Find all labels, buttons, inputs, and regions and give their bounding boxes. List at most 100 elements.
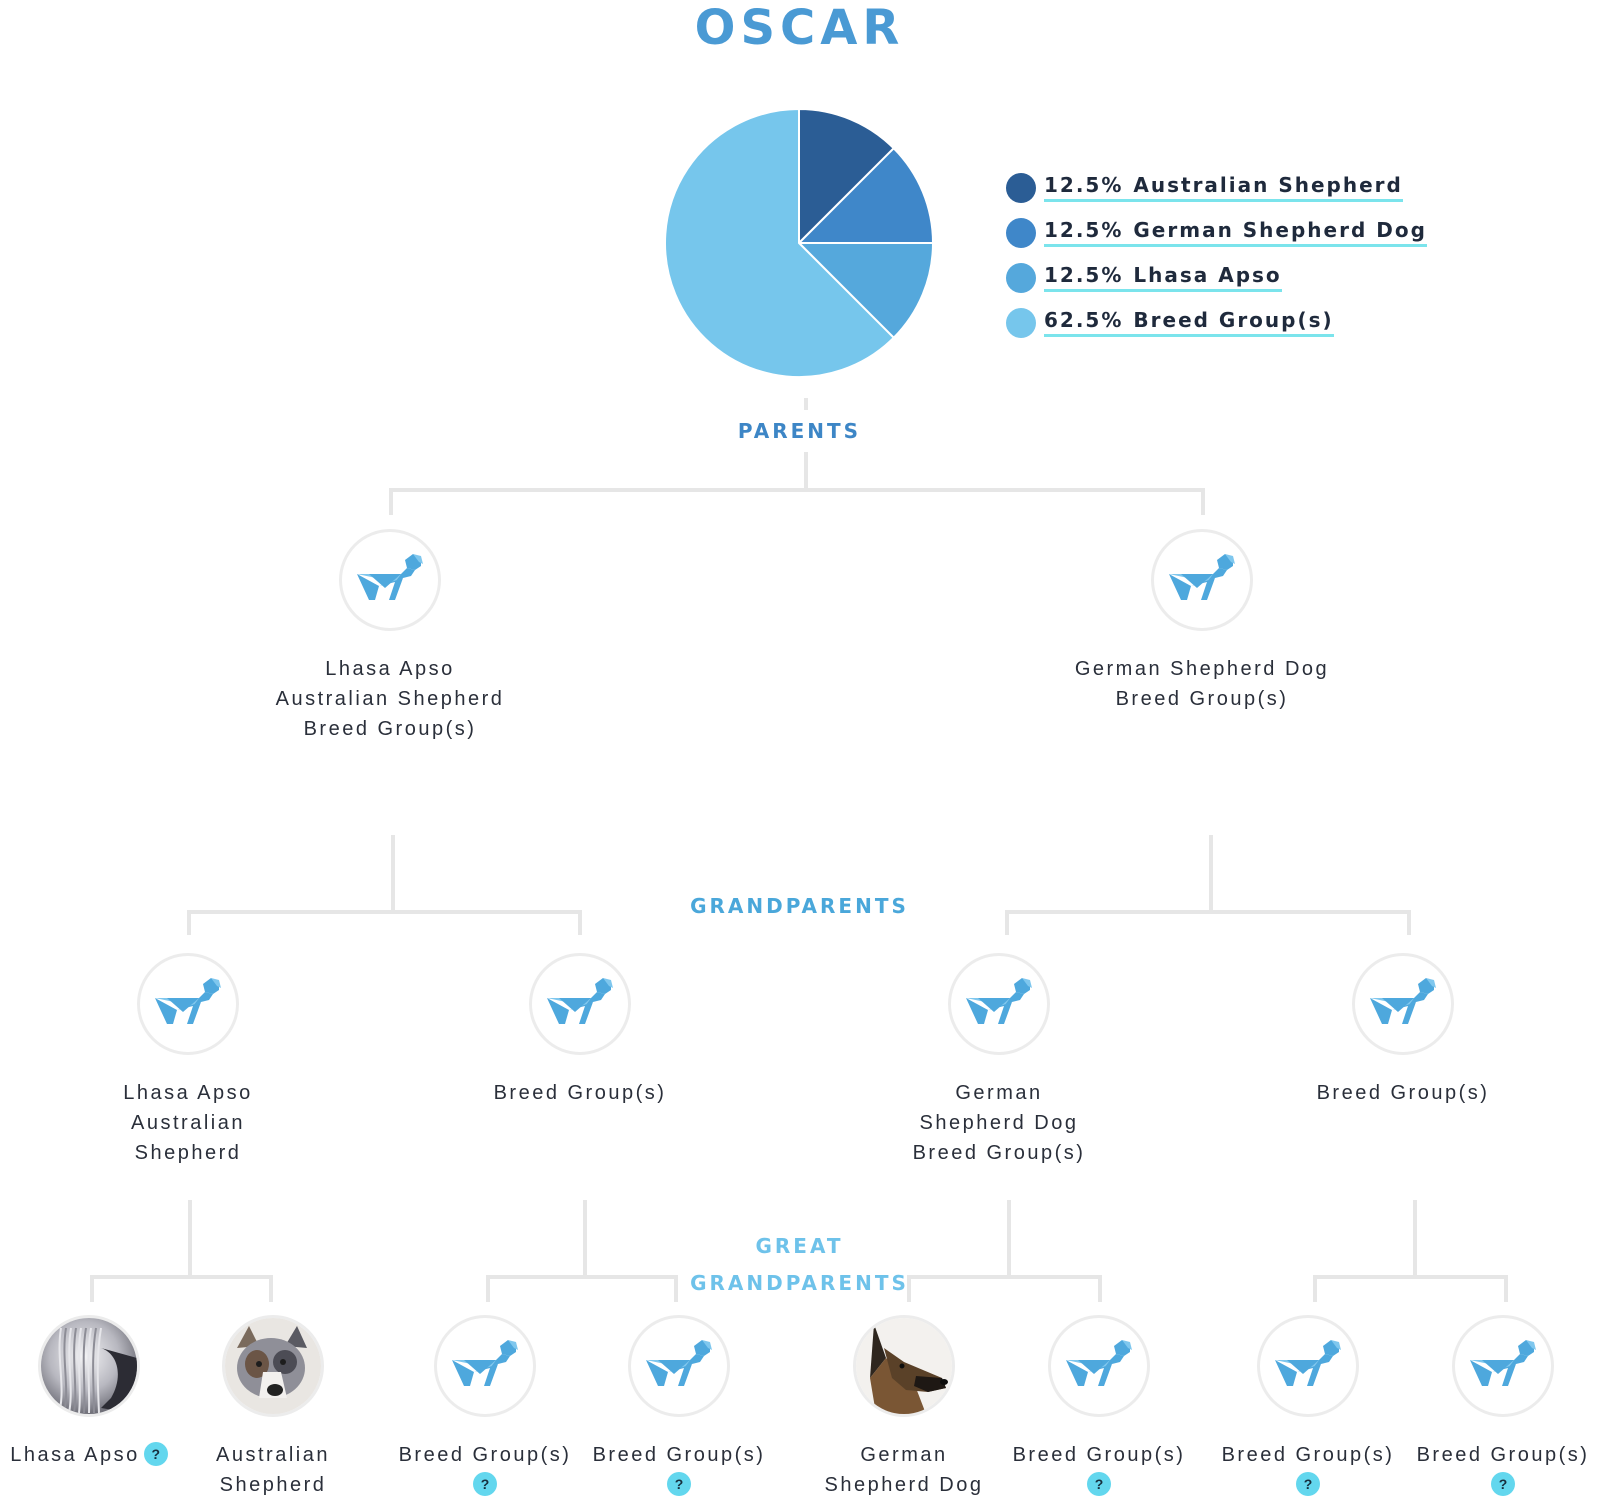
legend-item[interactable]: 12.5% German Shepherd Dog: [1006, 210, 1427, 255]
breed-line: Breed Group(s): [1221, 1444, 1395, 1466]
legend-item[interactable]: 62.5% Breed Group(s): [1006, 300, 1427, 345]
breed-description: Breed Group(s): [1308, 1078, 1498, 1108]
breed-description: Lhasa Apso?: [0, 1440, 184, 1470]
breed-description: Breed Group(s)?: [1004, 1440, 1194, 1496]
breed-line: Breed Group(s): [1316, 1082, 1490, 1104]
connector-line: [1005, 910, 1411, 935]
avatar[interactable]: [137, 953, 239, 1055]
help-icon[interactable]: ?: [1087, 1472, 1111, 1496]
dog-icon: [1169, 554, 1235, 600]
breed-line: Breed Group(s): [398, 1444, 572, 1466]
dog-icon: [155, 978, 221, 1024]
help-icon[interactable]: ?: [143, 1441, 168, 1466]
legend-swatch: [1006, 262, 1036, 293]
lhasa-apso-photo: [41, 1318, 137, 1414]
pie-slice-breed-group-s[interactable]: [664, 108, 896, 378]
avatar[interactable]: [1452, 1315, 1554, 1417]
breed-line: Breed Group(s): [303, 718, 477, 740]
legend-link[interactable]: 12.5% Australian Shepherd: [1044, 173, 1403, 202]
avatar[interactable]: [1151, 529, 1253, 631]
avatar[interactable]: [948, 953, 1050, 1055]
breed-line: Lhasa Apso?: [0, 1440, 184, 1470]
breed-description: Breed Group(s): [485, 1078, 675, 1108]
pie-slice-australian-shepherd[interactable]: [798, 108, 896, 246]
help-icon[interactable]: ?: [473, 1472, 497, 1496]
legend-percent: 12.5%: [1044, 263, 1124, 287]
avatar[interactable]: [628, 1315, 730, 1417]
dog-icon: [1370, 978, 1436, 1024]
breed-line: Australian: [131, 1112, 245, 1134]
breed-line: Shepherd: [219, 1474, 327, 1496]
breed-line: Australian: [216, 1444, 330, 1466]
breed-line: German: [860, 1444, 948, 1466]
connector-line: [486, 1275, 678, 1302]
breed-line: Shepherd Dog: [919, 1112, 1079, 1134]
avatar[interactable]: [1257, 1315, 1359, 1417]
breed-description: Lhasa Apso Australian Shepherd: [93, 1078, 283, 1168]
breed-description: Lhasa Apso Australian Shepherd Breed Group…: [260, 654, 520, 744]
legend-label: German Shepherd Dog: [1133, 218, 1427, 242]
dog-icon: [357, 554, 423, 600]
breed-line: Shepherd Dog: [824, 1474, 984, 1496]
german-shepherd-photo: [856, 1318, 952, 1414]
dog-icon: [1066, 1340, 1132, 1386]
breed-line: Breed Group(s): [1012, 1444, 1186, 1466]
connector-line: [1313, 1275, 1508, 1302]
pie-slice-german-shepherd-dog[interactable]: [796, 146, 934, 244]
breed-line: Australian Shepherd: [275, 688, 505, 710]
section-label-parents: PARENTS: [737, 419, 862, 443]
breed-line: Lhasa Apso: [325, 658, 455, 680]
breed-description: German Shepherd Dog: [809, 1440, 999, 1500]
breed-description: Breed Group(s)?: [1408, 1440, 1598, 1496]
breed-description: Australian Shepherd: [178, 1440, 368, 1500]
avatar[interactable]: [38, 1315, 140, 1417]
connector-line: [907, 1275, 1102, 1302]
breed-line: Breed Group(s): [912, 1142, 1086, 1164]
breed-description: Breed Group(s)?: [584, 1440, 774, 1496]
help-icon[interactable]: ?: [1296, 1472, 1320, 1496]
avatar[interactable]: [222, 1315, 324, 1417]
legend-item[interactable]: 12.5% Australian Shepherd: [1006, 165, 1427, 210]
legend-swatch: [1006, 307, 1036, 338]
legend-item[interactable]: 12.5% Lhasa Apso: [1006, 255, 1427, 300]
legend-swatch: [1006, 172, 1036, 203]
breed-line: German: [955, 1082, 1043, 1104]
breed-description: German Shepherd Dog Breed Group(s): [1072, 654, 1332, 714]
legend-percent: 12.5%: [1044, 173, 1124, 197]
dog-icon: [966, 978, 1032, 1024]
breed-pie-chart: [664, 108, 934, 378]
breed-line: Breed Group(s): [592, 1444, 766, 1466]
breed-line: Breed Group(s): [1115, 688, 1289, 710]
help-icon[interactable]: ?: [667, 1472, 691, 1496]
breed-line: Breed Group(s): [493, 1082, 667, 1104]
dog-icon: [452, 1340, 518, 1386]
legend-label: Australian Shepherd: [1133, 173, 1403, 197]
avatar[interactable]: [434, 1315, 536, 1417]
breed-legend: 12.5% Australian Shepherd 12.5% German Shep…: [1006, 165, 1427, 345]
breed-line: Shepherd: [134, 1142, 242, 1164]
avatar[interactable]: [339, 529, 441, 631]
breed-description: Breed Group(s)?: [1213, 1440, 1403, 1496]
dog-icon: [547, 978, 613, 1024]
breed-line: Lhasa Apso: [123, 1082, 253, 1104]
avatar[interactable]: [1048, 1315, 1150, 1417]
dog-icon: [1470, 1340, 1536, 1386]
breed-description: Breed Group(s)?: [390, 1440, 580, 1496]
legend-link[interactable]: 12.5% German Shepherd Dog: [1044, 218, 1427, 247]
help-icon[interactable]: ?: [1491, 1472, 1515, 1496]
legend-link[interactable]: 12.5% Lhasa Apso: [1044, 263, 1282, 292]
legend-label: Lhasa Apso: [1133, 263, 1282, 287]
avatar[interactable]: [529, 953, 631, 1055]
section-label-great: GREAT: [755, 1234, 844, 1258]
breed-description: German Shepherd Dog Breed Group(s): [904, 1078, 1094, 1168]
avatar[interactable]: [853, 1315, 955, 1417]
legend-percent: 12.5%: [1044, 218, 1124, 242]
legend-percent: 62.5%: [1044, 308, 1124, 332]
avatar[interactable]: [1352, 953, 1454, 1055]
connector-line: [90, 1275, 273, 1302]
legend-link[interactable]: 62.5% Breed Group(s): [1044, 308, 1334, 337]
pie-slice-lhasa-apso[interactable]: [796, 242, 934, 340]
dog-icon: [646, 1340, 712, 1386]
connector-line: [389, 488, 1205, 515]
